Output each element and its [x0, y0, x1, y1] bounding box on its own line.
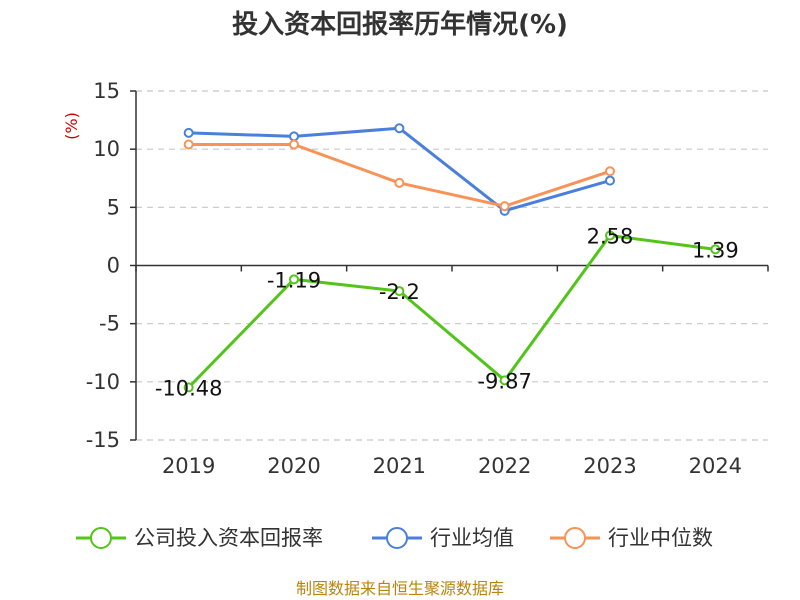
legend-marker — [90, 527, 112, 549]
legend-marker — [564, 527, 586, 549]
data-point — [289, 274, 299, 285]
data-point — [394, 123, 405, 134]
y-tick-label: 0 — [107, 254, 120, 278]
data-point — [605, 175, 615, 186]
data-label: -2.2 — [379, 280, 420, 304]
data-point — [394, 177, 405, 188]
data-point — [499, 201, 510, 212]
data-label: 1.39 — [692, 238, 739, 262]
data-labels: -10.48 -1.19 -2.2 -9.87 2.58 1.39 — [155, 224, 739, 400]
series-1 — [183, 123, 615, 216]
data-point — [394, 286, 405, 297]
series-line — [187, 233, 716, 389]
legend-label: 行业中位数 — [608, 526, 713, 550]
legend-marker — [386, 527, 408, 549]
x-tick-label: 2022 — [478, 454, 531, 478]
tick-labels: 15 10 5 0 -5 -10 -15 2019 2020 2021 2022 2023 2024 — [86, 79, 742, 478]
legend-item: 行业中位数 — [550, 526, 713, 550]
legend-label: 行业均值 — [430, 526, 514, 550]
data-label: -10.48 — [155, 376, 223, 400]
data-point — [183, 139, 194, 150]
data-point — [183, 127, 194, 138]
data-point — [605, 230, 615, 241]
series-0 — [183, 230, 721, 393]
series-lines — [183, 123, 721, 393]
data-point — [710, 244, 721, 255]
data-point — [289, 139, 299, 150]
data-label: -9.87 — [477, 369, 531, 393]
data-label: 2.58 — [587, 224, 634, 248]
x-tick-label: 2019 — [162, 454, 215, 478]
series-line — [188, 126, 611, 213]
y-axis-unit: (%) — [62, 112, 81, 140]
y-tick-label: 10 — [93, 137, 120, 161]
legend: 公司投入资本回报率 行业均值 行业中位数 — [76, 526, 713, 550]
data-point — [605, 166, 615, 177]
data-point — [183, 382, 194, 393]
x-tick-label: 2024 — [689, 454, 742, 478]
legend-item: 行业均值 — [372, 526, 514, 550]
y-tick-label: -10 — [86, 370, 120, 394]
y-tick-label: 15 — [93, 79, 120, 103]
data-point — [499, 375, 510, 386]
legend-label: 公司投入资本回报率 — [134, 526, 323, 550]
source-note: 制图数据来自恒生聚源数据库 — [296, 579, 504, 598]
legend-item: 公司投入资本回报率 — [76, 526, 323, 550]
series-line — [188, 143, 611, 208]
x-tick-label: 2023 — [583, 454, 636, 478]
chart-title: 投入资本回报率历年情况(%) — [232, 9, 568, 40]
series-2 — [183, 139, 615, 212]
y-tick-label: -15 — [86, 428, 120, 452]
x-tick-label: 2021 — [373, 454, 426, 478]
data-label: -1.19 — [267, 268, 321, 292]
axes — [130, 90, 769, 441]
x-tick-label: 2020 — [267, 454, 320, 478]
y-tick-label: -5 — [99, 312, 120, 336]
data-point — [289, 131, 299, 142]
y-tick-label: 5 — [107, 195, 120, 219]
